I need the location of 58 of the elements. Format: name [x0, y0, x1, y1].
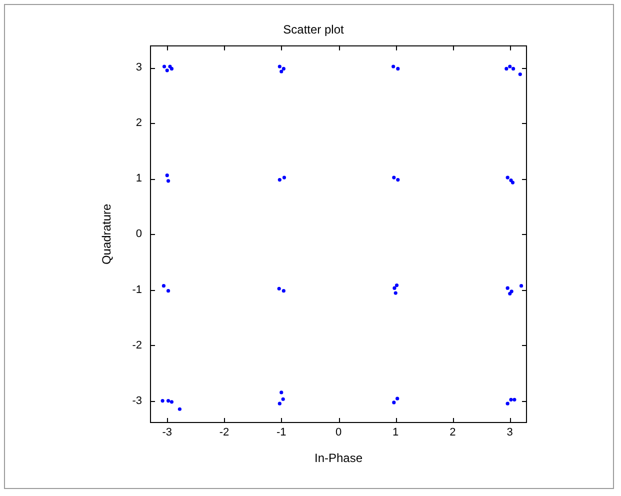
point	[166, 289, 170, 293]
point	[392, 400, 396, 404]
point	[166, 398, 170, 403]
point	[518, 72, 522, 76]
point	[396, 396, 400, 400]
point	[506, 176, 510, 180]
point	[170, 66, 174, 71]
x-tick-label: 1	[392, 426, 399, 439]
x-tick-label: 2	[450, 426, 456, 439]
point	[512, 398, 516, 402]
chart-title: Scatter plot	[283, 22, 345, 37]
point	[519, 284, 524, 288]
point	[509, 398, 513, 402]
point	[394, 283, 399, 288]
point	[396, 66, 400, 71]
point	[392, 286, 396, 290]
point	[162, 284, 166, 288]
point	[282, 66, 286, 71]
x-tick-label: -3	[162, 426, 172, 439]
point	[165, 68, 169, 72]
point	[392, 176, 396, 180]
point	[280, 390, 284, 394]
point	[280, 70, 284, 74]
point	[278, 402, 282, 406]
point	[278, 178, 282, 182]
point	[170, 400, 174, 404]
point	[162, 64, 166, 68]
x-tick-label: 0	[335, 426, 342, 439]
point	[392, 64, 396, 68]
y-tick-label: 0	[136, 228, 142, 240]
point	[282, 289, 286, 293]
point	[508, 292, 512, 296]
point	[281, 397, 285, 401]
point	[511, 66, 516, 71]
y-tick-label: 2	[136, 117, 142, 130]
point	[394, 291, 398, 295]
y-axis-title: Quadrature	[100, 204, 114, 265]
point	[166, 179, 170, 183]
point	[165, 174, 169, 178]
point	[506, 402, 510, 406]
y-tick-label: -3	[132, 394, 142, 407]
point	[282, 176, 286, 180]
y-tick-label: -2	[132, 339, 142, 352]
point	[278, 64, 282, 68]
x-tick-label: 3	[506, 426, 513, 439]
x-tick-label: -1	[276, 426, 286, 439]
point	[506, 286, 510, 290]
x-axis-title: In-Phase	[314, 451, 363, 466]
y-tick-label: 1	[136, 172, 142, 185]
point	[178, 407, 182, 411]
x-tick-label: -2	[219, 426, 230, 439]
point	[504, 66, 508, 71]
point	[396, 178, 400, 182]
point	[277, 286, 281, 290]
y-tick-label: -1	[132, 284, 142, 296]
point	[160, 398, 164, 403]
point	[508, 64, 512, 68]
y-tick-label: 3	[136, 62, 142, 74]
